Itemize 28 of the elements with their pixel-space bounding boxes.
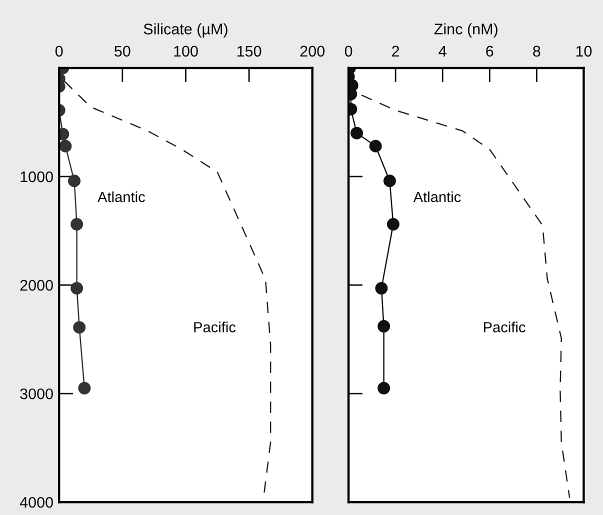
point xyxy=(350,126,364,140)
point xyxy=(386,218,400,231)
text: Pacific xyxy=(194,322,236,332)
y-tick-label: 3000 xyxy=(20,388,53,400)
x-axis-title: Zinc (nM) xyxy=(434,23,498,38)
x-tick-label: 10 xyxy=(576,46,592,57)
text: Pacific xyxy=(484,322,526,332)
point xyxy=(378,382,390,394)
x-tick-label: 4 xyxy=(438,46,446,56)
x-tick-label: 6 xyxy=(486,46,494,57)
x-tick-label: 8 xyxy=(533,46,540,57)
series-label: Atlantic xyxy=(413,191,461,202)
point xyxy=(383,174,396,188)
x-tick-label: 100 xyxy=(174,46,198,57)
y-tick-label: 2000 xyxy=(20,280,53,291)
x-axis-title: Silicate (µM) xyxy=(144,23,228,38)
x-tick-label: 50 xyxy=(114,46,130,57)
x-tick-label: 0 xyxy=(55,46,63,57)
x-tick-label: 2 xyxy=(392,46,400,56)
y-tick-label: 4000 xyxy=(20,496,53,508)
x-tick-label: 150 xyxy=(237,46,262,57)
x-tick-label: 0 xyxy=(344,46,352,57)
point xyxy=(369,140,382,152)
series-label: Atlantic xyxy=(98,191,145,202)
point xyxy=(375,282,388,295)
x-tick-label: 200 xyxy=(300,46,325,57)
point xyxy=(378,320,390,333)
y-tick-label: 1000 xyxy=(20,171,53,182)
